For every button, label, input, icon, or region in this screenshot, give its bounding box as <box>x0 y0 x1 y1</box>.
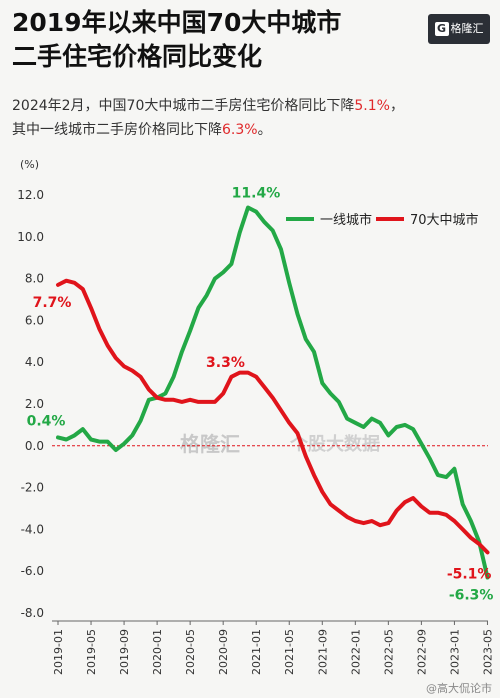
x-tick-label: 2020-05 <box>184 629 197 675</box>
x-tick-label: 2019-01 <box>52 629 65 675</box>
x-tick-label: 2019-05 <box>85 629 98 675</box>
subtitle-line-2-suffix: 。 <box>257 122 272 138</box>
data-label: 0.4% <box>27 413 66 429</box>
subtitle-line-1-value: 5.1% <box>354 98 390 114</box>
logo-g-icon: G <box>434 22 449 36</box>
title-line-2: 二手住宅价格同比变化 <box>12 42 263 71</box>
x-tick-label: 2020-09 <box>217 629 230 675</box>
subtitle-line-2-text: 其中一线城市二手房价格同比下降 <box>12 122 222 138</box>
y-tick-label: 2.0 <box>25 397 44 411</box>
y-tick-label: -4.0 <box>21 522 44 536</box>
chart-title: 2019年以来中国70大中城市 二手住宅价格同比变化 <box>12 6 412 74</box>
x-tick-label: 2022-09 <box>415 629 428 675</box>
y-tick-label: -2.0 <box>21 481 44 495</box>
x-tick-label: 2023-01 <box>448 629 461 675</box>
data-label: 3.3% <box>206 355 245 371</box>
y-tick-label: 12.0 <box>17 188 44 202</box>
data-label: -5.1% <box>447 566 492 582</box>
chart-subtitle: 2024年2月，中国70大中城市二手房住宅价格同比下降5.1%， 其中一线城市二… <box>12 94 492 142</box>
series-line-seventy-cities <box>56 278 490 555</box>
y-tick-label: 4.0 <box>25 355 44 369</box>
x-tick-label: 2022-01 <box>349 629 362 675</box>
subtitle-line-1-suffix: ， <box>389 98 404 114</box>
data-label: 11.4% <box>232 186 281 202</box>
x-tick-label: 2021-01 <box>250 629 263 675</box>
y-tick-label: 8.0 <box>25 272 44 286</box>
legend-label: 70大中城市 <box>410 212 479 228</box>
y-tick-label: 10.0 <box>17 230 44 244</box>
x-tick-label: 2023-05 <box>481 629 494 675</box>
subtitle-line-2: 其中一线城市二手房价格同比下降6.3%。 <box>12 118 492 142</box>
x-tick-label: 2020-01 <box>151 629 164 675</box>
watermark-right: 个股大数据 <box>290 434 380 455</box>
y-tick-label: -6.0 <box>21 564 44 578</box>
title-line-1: 2019年以来中国70大中城市 <box>12 8 342 37</box>
x-tick-label: 2019-09 <box>118 629 131 675</box>
watermark-left: 格隆汇 <box>180 432 240 456</box>
x-tick-label: 2021-05 <box>283 629 296 675</box>
logo-text: 格隆汇 <box>450 22 484 35</box>
y-tick-label: -8.0 <box>21 606 44 620</box>
x-tick-label: 2022-05 <box>382 629 395 675</box>
legend-label: 一线城市 <box>320 212 372 228</box>
subtitle-line-1-text: 2024年2月，中国70大中城市二手房住宅价格同比下降 <box>12 98 355 114</box>
brand-logo: G 格隆汇 <box>428 14 490 44</box>
subtitle-line-1: 2024年2月，中国70大中城市二手房住宅价格同比下降5.1%， <box>12 94 492 118</box>
y-tick-label: 0.0 <box>25 439 44 453</box>
y-axis-unit: (%) <box>20 158 40 171</box>
data-label: 7.7% <box>33 295 72 311</box>
footer-credit: @高大侃论市 <box>426 682 492 695</box>
x-tick-label: 2021-09 <box>316 629 329 675</box>
y-tick-label: 6.0 <box>25 313 44 327</box>
subtitle-line-2-value: 6.3% <box>222 122 258 138</box>
data-label: -6.3% <box>449 587 494 603</box>
series-line-tier1 <box>56 205 490 580</box>
